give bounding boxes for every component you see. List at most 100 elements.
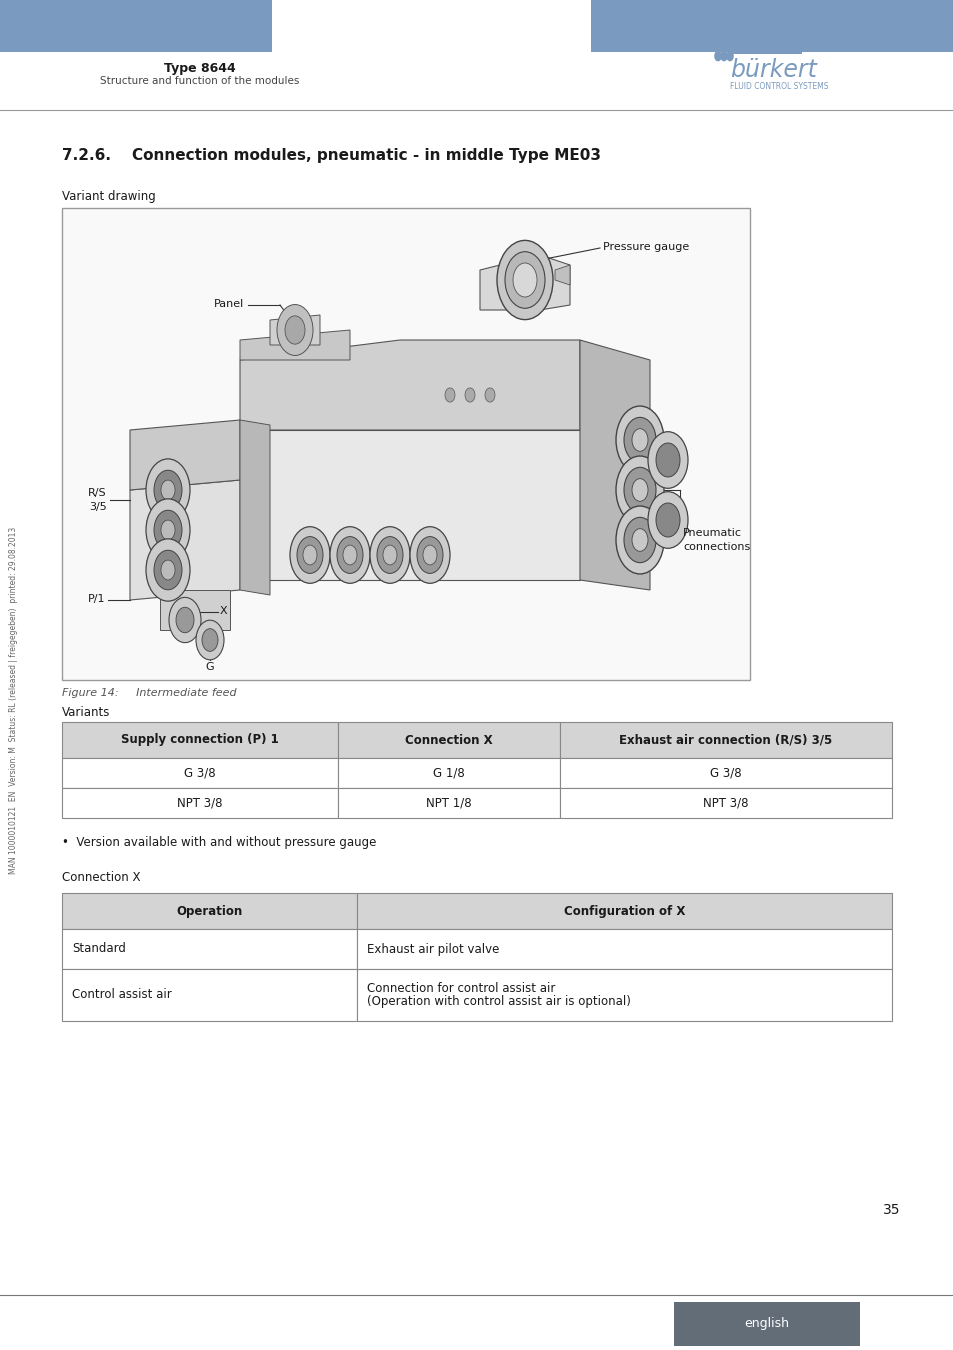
Text: X: X <box>220 606 228 616</box>
Bar <box>62 788 338 818</box>
Polygon shape <box>579 340 649 590</box>
Circle shape <box>720 50 727 61</box>
Text: 35: 35 <box>882 1203 900 1216</box>
Bar <box>590 0 953 53</box>
Text: english: english <box>743 1318 789 1331</box>
Bar <box>559 722 891 757</box>
Polygon shape <box>240 329 350 360</box>
Circle shape <box>195 620 224 660</box>
Text: Pneumatic: Pneumatic <box>682 528 741 539</box>
Circle shape <box>146 500 190 562</box>
Bar <box>356 929 891 969</box>
Polygon shape <box>240 431 579 580</box>
Bar <box>338 788 559 818</box>
Text: G 3/8: G 3/8 <box>184 767 215 779</box>
Circle shape <box>484 387 495 402</box>
Circle shape <box>513 263 537 297</box>
Circle shape <box>714 50 721 61</box>
Circle shape <box>161 520 174 540</box>
Bar <box>356 969 891 1021</box>
Text: MAN 1000010121  EN  Version: M  Status: RL (released | freigegeben)  printed: 29: MAN 1000010121 EN Version: M Status: RL … <box>10 526 18 873</box>
Circle shape <box>631 479 647 501</box>
Text: NPT 3/8: NPT 3/8 <box>702 796 748 810</box>
Circle shape <box>497 240 553 320</box>
Circle shape <box>370 526 410 583</box>
Text: Supply connection (P) 1: Supply connection (P) 1 <box>121 733 279 747</box>
Text: R/S: R/S <box>89 487 107 498</box>
Bar <box>62 722 338 757</box>
Bar <box>559 788 891 818</box>
Circle shape <box>647 491 687 548</box>
Circle shape <box>336 536 363 574</box>
Circle shape <box>410 526 450 583</box>
Text: Operation: Operation <box>176 904 242 918</box>
Circle shape <box>153 510 182 549</box>
Text: Panel: Panel <box>213 298 244 309</box>
Circle shape <box>376 536 402 574</box>
Circle shape <box>175 608 193 633</box>
Text: 3/5: 3/5 <box>90 502 107 512</box>
Circle shape <box>464 387 475 402</box>
Circle shape <box>296 536 323 574</box>
Bar <box>338 757 559 788</box>
Circle shape <box>303 545 316 564</box>
Circle shape <box>290 526 330 583</box>
Text: Type 8644: Type 8644 <box>164 62 235 76</box>
Circle shape <box>276 305 313 355</box>
Text: P/1: P/1 <box>88 594 105 603</box>
Polygon shape <box>555 265 569 285</box>
Circle shape <box>504 251 544 308</box>
Polygon shape <box>270 315 319 346</box>
Circle shape <box>161 560 174 580</box>
Text: Exhaust air connection (R/S) 3/5: Exhaust air connection (R/S) 3/5 <box>618 733 832 747</box>
Polygon shape <box>479 255 569 310</box>
Polygon shape <box>160 590 230 630</box>
Polygon shape <box>130 420 240 490</box>
Text: Standard: Standard <box>71 942 126 956</box>
Bar <box>62 929 356 969</box>
Bar <box>62 757 338 788</box>
Circle shape <box>444 387 455 402</box>
Circle shape <box>285 316 305 344</box>
Circle shape <box>647 432 687 489</box>
Polygon shape <box>240 420 270 595</box>
Circle shape <box>656 504 679 537</box>
Text: •  Version available with and without pressure gauge: • Version available with and without pre… <box>62 836 376 849</box>
Circle shape <box>422 545 436 564</box>
Text: Variant drawing: Variant drawing <box>62 190 155 202</box>
Bar <box>62 208 749 680</box>
Circle shape <box>623 467 656 513</box>
Circle shape <box>161 481 174 500</box>
Text: G 1/8: G 1/8 <box>433 767 464 779</box>
Circle shape <box>656 443 679 477</box>
Circle shape <box>725 50 733 61</box>
Circle shape <box>616 506 663 574</box>
Circle shape <box>631 429 647 451</box>
Circle shape <box>631 529 647 551</box>
Circle shape <box>343 545 356 564</box>
Text: Connection X: Connection X <box>62 871 140 884</box>
Circle shape <box>146 539 190 601</box>
Circle shape <box>153 470 182 510</box>
Text: 7.2.6.    Connection modules, pneumatic - in middle Type ME03: 7.2.6. Connection modules, pneumatic - i… <box>62 148 600 163</box>
Bar <box>62 969 356 1021</box>
Bar <box>0 0 272 53</box>
Circle shape <box>623 517 656 563</box>
Circle shape <box>202 629 218 651</box>
Bar <box>356 892 891 929</box>
Text: Figure 14:     Intermediate feed: Figure 14: Intermediate feed <box>62 688 236 698</box>
Circle shape <box>330 526 370 583</box>
Bar <box>559 757 891 788</box>
Circle shape <box>416 536 442 574</box>
Text: G 3/8: G 3/8 <box>709 767 741 779</box>
Text: (Operation with control assist air is optional): (Operation with control assist air is op… <box>366 995 630 1008</box>
Text: Configuration of X: Configuration of X <box>563 904 684 918</box>
Bar <box>62 892 356 929</box>
Bar <box>338 722 559 757</box>
Circle shape <box>623 417 656 463</box>
Text: Variants: Variants <box>62 706 111 720</box>
Text: G: G <box>206 662 214 672</box>
Text: Pressure gauge: Pressure gauge <box>602 242 688 252</box>
Text: Connection X: Connection X <box>405 733 493 747</box>
Polygon shape <box>240 340 579 431</box>
